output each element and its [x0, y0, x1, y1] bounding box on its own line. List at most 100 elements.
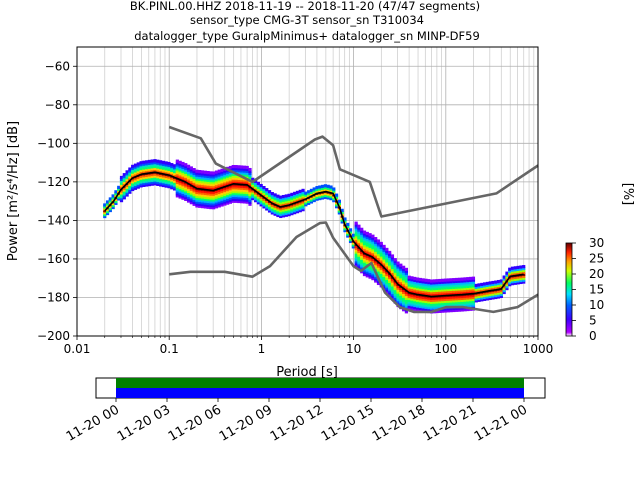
density-cell: [189, 185, 193, 189]
density-cell: [399, 304, 403, 308]
density-cell: [131, 182, 135, 186]
density-cell: [407, 300, 411, 304]
density-cell: [522, 278, 526, 282]
density-cell: [354, 223, 358, 227]
density-cell: [242, 190, 247, 194]
density-cell: [284, 200, 288, 204]
density-cell: [186, 178, 191, 182]
density-cell: [181, 188, 185, 193]
density-cell: [195, 185, 199, 189]
density-cell: [329, 189, 333, 193]
density-cell: [234, 178, 238, 182]
density-cell: [410, 283, 414, 288]
density-cell: [429, 289, 434, 293]
density-cell: [212, 196, 216, 200]
density-cell: [435, 286, 439, 291]
timeline-tick-label: 11-20 18: [370, 402, 428, 444]
density-cell: [379, 272, 383, 276]
density-cell: [181, 177, 185, 181]
density-cell: [228, 190, 233, 195]
density-cell: [452, 278, 456, 282]
density-cell: [170, 182, 174, 186]
density-cell: [231, 184, 235, 188]
density-cell: [410, 295, 414, 299]
density-cell: [421, 303, 425, 307]
density-cell: [189, 177, 193, 182]
y-axis-ticks: −60−80−100−120−140−160−180−200: [37, 59, 77, 343]
density-cell: [248, 200, 252, 204]
density-cell: [421, 284, 425, 288]
density-cell: [150, 159, 154, 163]
density-cell: [293, 191, 297, 195]
density-cell: [438, 309, 442, 313]
density-cell: [147, 167, 152, 171]
density-cell: [284, 194, 288, 198]
density-cell: [161, 176, 166, 180]
density-cell: [273, 208, 277, 212]
density-cell: [427, 279, 431, 283]
density-cell: [396, 265, 400, 269]
density-cell: [226, 197, 230, 201]
density-cell: [178, 172, 182, 176]
density-cell: [390, 281, 395, 285]
density-cell: [452, 279, 456, 284]
density-cell: [399, 290, 403, 294]
density-cell: [455, 301, 459, 305]
density-cell: [488, 290, 492, 295]
density-cell: [385, 259, 389, 263]
density-cell: [326, 184, 330, 188]
density-cell: [443, 301, 448, 305]
density-cell: [212, 182, 216, 187]
density-cell: [164, 176, 168, 180]
density-cell: [111, 198, 115, 202]
density-cell: [147, 173, 152, 177]
density-cell: [360, 252, 364, 256]
density-cell: [203, 203, 207, 207]
density-cell: [136, 172, 140, 176]
density-cell: [192, 189, 196, 193]
density-cell: [228, 187, 233, 191]
density-cell: [379, 266, 383, 271]
density-cell: [226, 178, 230, 182]
density-cell: [435, 296, 439, 300]
density-cell: [184, 163, 188, 167]
density-cell: [410, 299, 414, 303]
density-cell: [388, 254, 392, 258]
density-cell: [133, 171, 138, 175]
density-cell: [304, 201, 308, 205]
density-cell: [374, 250, 378, 254]
density-cell: [220, 191, 224, 195]
density-cell: [139, 180, 143, 184]
density-cell: [206, 170, 210, 175]
density-cell: [354, 256, 358, 260]
density-cell: [242, 194, 247, 198]
density-cell: [156, 163, 160, 167]
density-cell: [491, 284, 495, 288]
density-cell: [117, 193, 121, 197]
density-cell: [287, 201, 291, 205]
density-cell: [415, 287, 420, 291]
density-cell: [133, 178, 138, 183]
density-cell: [105, 202, 110, 206]
density-cell: [362, 263, 367, 267]
density-cell: [365, 256, 369, 261]
density-cell: [265, 193, 269, 198]
density-cell: [360, 260, 364, 264]
density-cell: [234, 191, 238, 196]
density-cell: [217, 198, 221, 202]
density-cell: [404, 290, 409, 295]
density-cell: [469, 286, 473, 290]
density-cell: [466, 277, 470, 281]
density-cell: [382, 260, 386, 264]
density-cell: [117, 197, 121, 201]
density-cell: [402, 279, 406, 283]
density-cell: [457, 291, 462, 295]
density-cell: [295, 210, 300, 214]
density-cell: [360, 262, 364, 266]
y-tick-label: −60: [45, 59, 70, 73]
density-cell: [293, 205, 297, 209]
density-cell: [421, 280, 425, 284]
density-cell: [399, 265, 403, 269]
density-cell: [153, 178, 157, 182]
density-cell: [424, 292, 428, 296]
